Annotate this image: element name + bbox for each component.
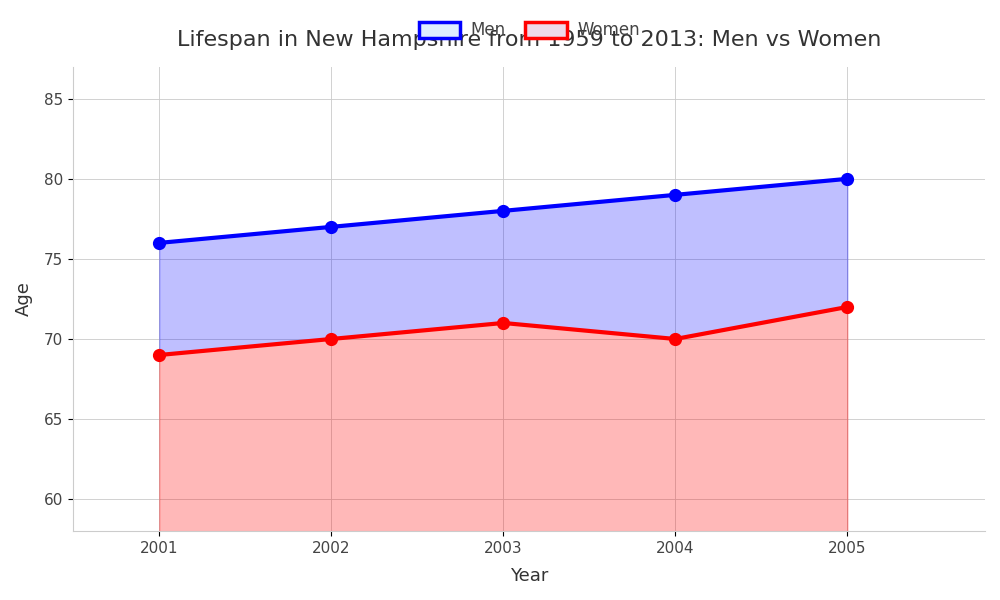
X-axis label: Year: Year [510,567,548,585]
Legend: Men, Women: Men, Women [412,14,646,46]
Y-axis label: Age: Age [15,281,33,316]
Title: Lifespan in New Hampshire from 1959 to 2013: Men vs Women: Lifespan in New Hampshire from 1959 to 2… [177,30,881,50]
